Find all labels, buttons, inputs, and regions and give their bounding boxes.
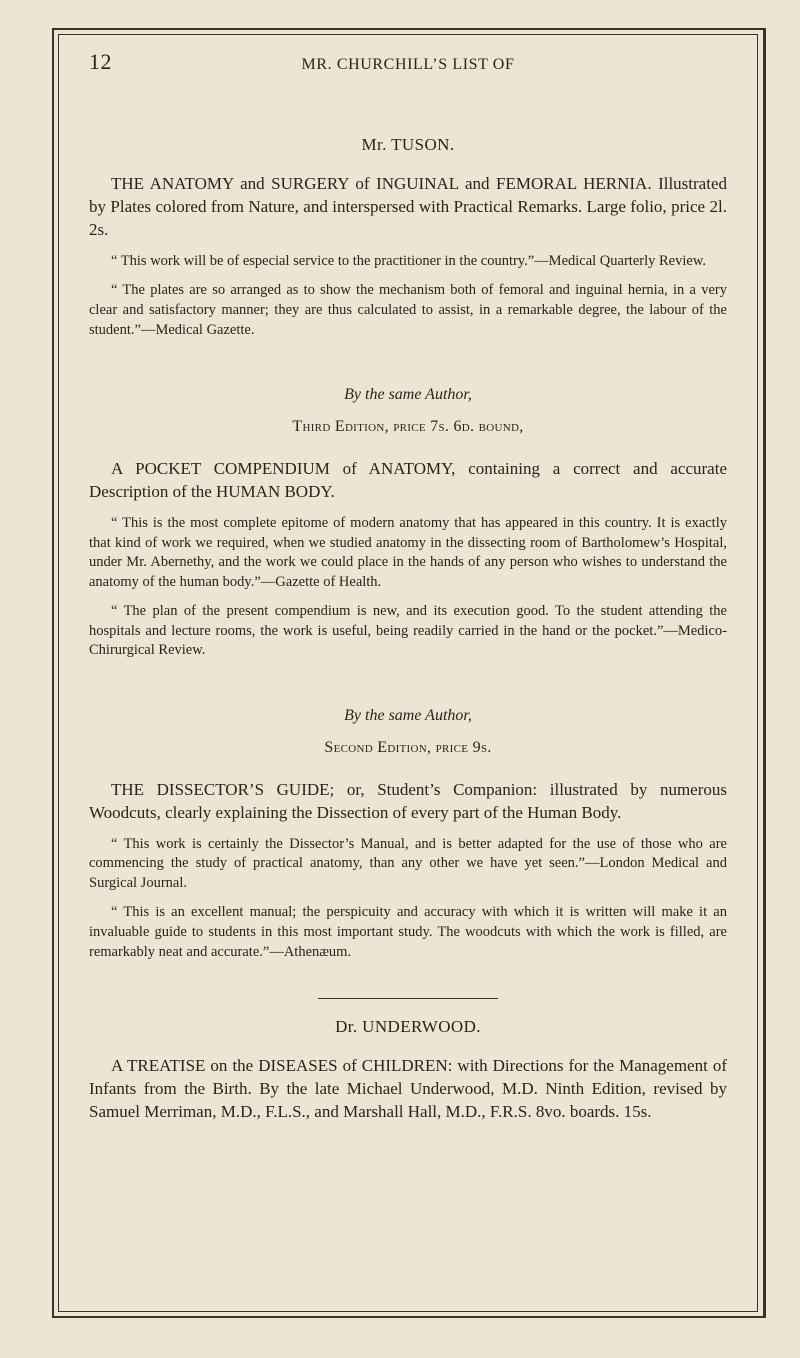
tuson-work1-quote2: “ The plates are so arranged as to show … (89, 281, 727, 340)
running-head: 12 MR. CHURCHILL’S LIST OF (89, 49, 727, 75)
author-underwood: Dr. UNDERWOOD. (89, 1017, 727, 1037)
edition-1-text: Third Edition, price 7s. 6d. bound, (292, 418, 523, 435)
tuson-work3-quote1: “ This work is certainly the Dissector’s… (89, 835, 727, 894)
tuson-work1-title: THE ANATOMY and SURGERY of INGUINAL and … (89, 173, 727, 242)
tuson-work2-quote2: “ The plan of the present compendium is … (89, 602, 727, 661)
page-number: 12 (89, 49, 135, 75)
section-rule (318, 998, 498, 999)
edition-line-2: Second Edition, price 9s. (89, 739, 727, 757)
tuson-work1-quote1: “ This work will be of especial service … (89, 252, 727, 272)
running-title: MR. CHURCHILL’S LIST OF (135, 56, 681, 74)
tuson-work2-quote1: “ This is the most complete epitome of m… (89, 514, 727, 592)
by-same-author-1: By the same Author, (89, 386, 727, 404)
edition-line-1: Third Edition, price 7s. 6d. bound, (89, 418, 727, 436)
edition-2-text: Second Edition, price 9s. (324, 739, 491, 756)
tuson-work2-title: A POCKET COMPENDIUM of ANATOMY, containi… (89, 458, 727, 504)
underwood-work1-title: A TREATISE on the DISEASES of CHILDREN: … (89, 1055, 727, 1124)
author-tuson: Mr. TUSON. (89, 135, 727, 155)
tuson-work3-quote2: “ This is an excellent manual; the persp… (89, 903, 727, 962)
inner-border: 12 MR. CHURCHILL’S LIST OF Mr. TUSON. TH… (58, 34, 758, 1312)
outer-border: 12 MR. CHURCHILL’S LIST OF Mr. TUSON. TH… (52, 28, 766, 1318)
tuson-work3-title: THE DISSECTOR’S GUIDE; or, Student’s Com… (89, 779, 727, 825)
page: 12 MR. CHURCHILL’S LIST OF Mr. TUSON. TH… (0, 0, 800, 1358)
by-same-author-2: By the same Author, (89, 707, 727, 725)
